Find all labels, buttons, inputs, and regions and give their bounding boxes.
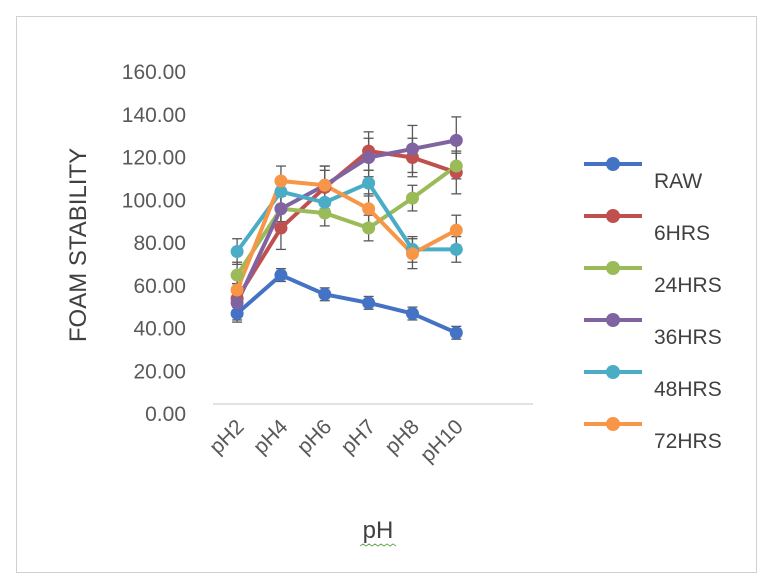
- data-point-72hrs: [405, 247, 419, 261]
- data-point-6hrs: [274, 221, 288, 235]
- series-line-36hrs: [235, 138, 459, 305]
- data-point-raw: [274, 268, 288, 282]
- x-tick-label: pH2: [205, 415, 249, 459]
- legend-label: 36HRS: [654, 326, 722, 349]
- x-tick-label: pH4: [249, 415, 293, 459]
- legend-swatch-marker: [606, 157, 620, 171]
- chart-frame: [16, 16, 757, 573]
- data-point-48hrs: [318, 195, 332, 209]
- series-line-24hrs: [235, 164, 459, 278]
- series-line-raw: [235, 273, 459, 335]
- data-point-72hrs: [274, 174, 288, 188]
- legend-label: 72HRS: [654, 430, 722, 453]
- data-point-36hrs: [449, 133, 463, 147]
- spellcheck-squiggle: [359, 543, 397, 547]
- data-point-36hrs: [230, 296, 244, 310]
- data-point-48hrs: [274, 185, 288, 199]
- y-tick-label: 160.00: [122, 61, 186, 84]
- y-tick-label: 60.00: [133, 275, 186, 298]
- y-axis-title: FOAM STABILITY: [65, 148, 92, 342]
- data-point-72hrs: [449, 223, 463, 237]
- y-tick-label: 120.00: [122, 147, 186, 170]
- legend-swatch-marker: [606, 313, 620, 327]
- legend-label: 6HRS: [654, 222, 710, 245]
- data-point-raw: [449, 326, 463, 340]
- data-point-24hrs: [362, 221, 376, 235]
- data-point-36hrs: [274, 202, 288, 216]
- data-point-72hrs: [362, 202, 376, 216]
- legend-swatch-marker: [606, 261, 620, 275]
- data-point-24hrs: [449, 159, 463, 173]
- data-point-raw: [405, 307, 419, 321]
- data-point-24hrs: [405, 191, 419, 205]
- y-tick-label: 100.00: [122, 189, 186, 212]
- y-tick-label: 20.00: [133, 360, 186, 383]
- y-axis-ticks: 0.00 20.00 40.00 60.00 80.00 100.00 120.00 140.…: [122, 61, 186, 426]
- data-point-24hrs: [230, 268, 244, 282]
- data-point-24hrs: [318, 206, 332, 220]
- legend: RAW 6HRS 24HRS 36HRS 48HRS 72HRS: [584, 157, 722, 453]
- y-tick-label: 140.00: [122, 104, 186, 127]
- x-axis-title: pH: [363, 517, 394, 544]
- legend-label: RAW: [654, 170, 702, 193]
- x-tick-label: pH7: [337, 415, 381, 459]
- data-point-36hrs: [405, 142, 419, 156]
- data-point-raw: [362, 296, 376, 310]
- legend-swatch-marker: [606, 365, 620, 379]
- series-line-72hrs: [235, 179, 459, 293]
- series-points: [230, 133, 463, 340]
- legend-label: 48HRS: [654, 378, 722, 401]
- data-point-raw: [318, 287, 332, 301]
- data-point-72hrs: [230, 283, 244, 297]
- x-tick-label: pH10: [416, 415, 468, 467]
- data-point-48hrs: [362, 176, 376, 190]
- series-lines: [235, 138, 459, 335]
- x-tick-label: pH6: [293, 415, 337, 459]
- y-tick-label: 0.00: [145, 403, 186, 426]
- legend-label: 24HRS: [654, 274, 722, 297]
- data-point-48hrs: [449, 242, 463, 256]
- data-point-72hrs: [318, 178, 332, 192]
- y-tick-label: 80.00: [133, 232, 186, 255]
- y-tick-label: 40.00: [133, 318, 186, 341]
- data-point-48hrs: [230, 245, 244, 259]
- legend-swatch-marker: [606, 417, 620, 431]
- series-line-48hrs: [235, 181, 459, 254]
- legend-swatch-marker: [606, 209, 620, 223]
- data-point-36hrs: [362, 151, 376, 164]
- data-point-raw: [230, 307, 244, 321]
